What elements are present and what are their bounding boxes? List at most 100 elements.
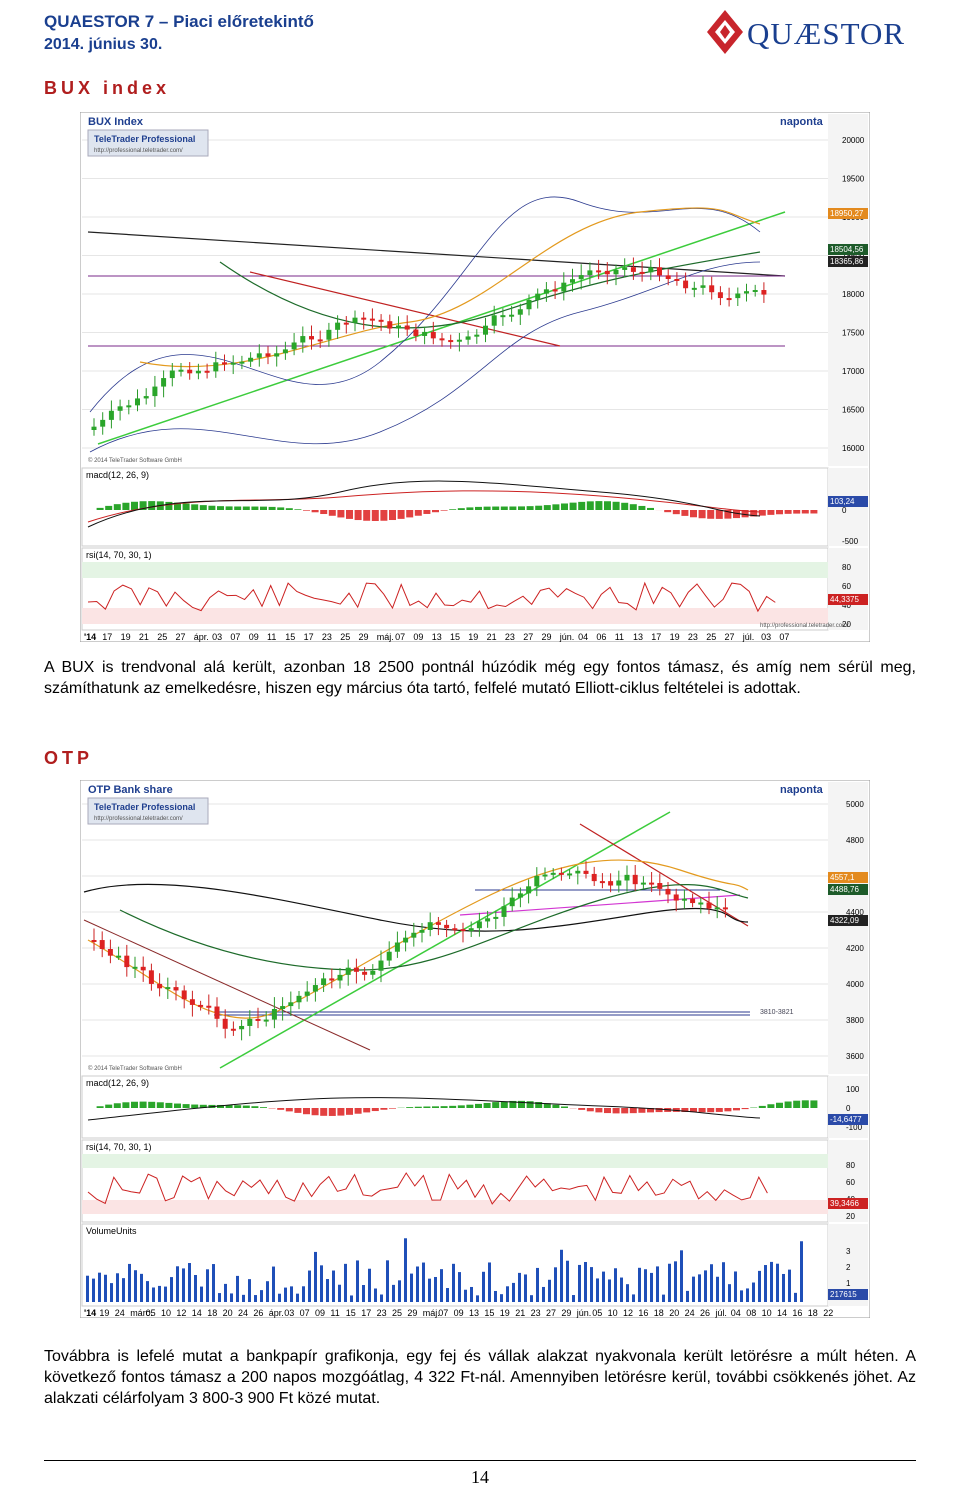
otp-volume-bar [350, 1295, 353, 1302]
otp-candle [116, 956, 121, 958]
otp-volume-bar [122, 1278, 125, 1302]
bux-candle [605, 271, 610, 274]
bux-candle [544, 289, 549, 293]
bux-x-tick: jún. [559, 632, 575, 642]
bux-macd-histogram-bar [286, 508, 293, 510]
otp-candle [403, 938, 408, 943]
otp-volume-bar [278, 1294, 281, 1302]
otp-candle [387, 952, 392, 961]
bux-macd-histogram-bar [415, 510, 422, 516]
otp-candle [616, 880, 621, 885]
otp-volume-bar [782, 1274, 785, 1302]
otp-volume-bar [326, 1279, 329, 1302]
otp-macd-histogram-bar [363, 1108, 370, 1112]
otp-x-tick: 05 [146, 1308, 156, 1318]
otp-candle [264, 1020, 269, 1022]
otp-macd-histogram-bar [372, 1108, 379, 1111]
otp-volume-bar [788, 1270, 791, 1302]
otp-volume-bar [194, 1275, 197, 1302]
otp-candle [157, 984, 162, 988]
otp-candle [723, 907, 728, 909]
footer-divider [44, 1460, 916, 1461]
otp-volume-bar [290, 1286, 293, 1302]
otp-volume-bar [164, 1287, 167, 1302]
otp-copyright: © 2014 TeleTrader Software GmbH [88, 1065, 182, 1072]
bux-candle [239, 362, 244, 364]
otp-x-tick: 20 [223, 1308, 233, 1318]
otp-volume-bar [548, 1280, 551, 1302]
otp-volume-bar [488, 1262, 491, 1302]
bux-price-tick: 17500 [842, 329, 865, 338]
bux-x-tick: 29 [359, 632, 369, 642]
bux-x-tick: 19 [121, 632, 131, 642]
otp-candle [108, 949, 113, 956]
bux-macd-histogram-bar [699, 510, 706, 518]
bux-price-label: 18950,27 [830, 209, 864, 218]
otp-brand: TeleTrader Professional [94, 802, 195, 812]
otp-volume-bar [104, 1275, 107, 1302]
bux-candle [396, 325, 401, 328]
otp-price-tick: 3600 [846, 1052, 864, 1061]
otp-chart-period: naponta [780, 784, 824, 796]
bux-price-label: 18504,56 [830, 245, 864, 254]
otp-macd-histogram-bar [810, 1100, 817, 1108]
bux-candle [266, 353, 271, 356]
otp-volume-bar [86, 1276, 89, 1302]
bux-macd-histogram-bar [389, 510, 396, 520]
otp-macd-histogram-bar [174, 1104, 181, 1108]
bux-candle [492, 315, 497, 325]
otp-volume-value: 217615 [830, 1290, 857, 1299]
otp-support-label: 3810-3821 [760, 1009, 794, 1016]
otp-x-tick: 24 [238, 1308, 248, 1318]
bux-x-tick: 17 [651, 632, 661, 642]
otp-candle [657, 883, 662, 889]
bux-brand-url: http://professional.teletrader.com/ [94, 148, 183, 154]
bux-candle [735, 293, 740, 298]
otp-macd-histogram-bar [595, 1108, 602, 1112]
otp-macd-tick: 100 [846, 1085, 860, 1094]
bux-price-tick: 16000 [842, 444, 865, 453]
otp-x-tick: 27 [546, 1308, 556, 1318]
otp-volume-bar [476, 1295, 479, 1302]
bux-x-tick: 27 [523, 632, 533, 642]
otp-macd-histogram-bar [423, 1106, 430, 1108]
bux-candle [666, 275, 671, 279]
otp-x-tick: 17 [361, 1308, 371, 1318]
bux-macd-histogram-bar [785, 510, 792, 514]
otp-volume-bar [608, 1279, 611, 1302]
bux-price-label: 18365,86 [830, 257, 864, 266]
otp-volume-bar [428, 1279, 431, 1302]
otp-macd-histogram-bar [389, 1108, 396, 1109]
bux-macd-histogram-bar [372, 510, 379, 521]
otp-candle [575, 871, 580, 874]
otp-volume-bar [500, 1294, 503, 1302]
bux-candle [353, 318, 358, 323]
otp-chart-title: OTP Bank share [88, 784, 173, 796]
bux-macd-histogram-bar [217, 506, 224, 510]
otp-volume-bar [650, 1273, 653, 1302]
otp-volume-bar [410, 1274, 413, 1302]
otp-volume-bar [308, 1271, 311, 1302]
otp-candle [436, 922, 441, 925]
otp-volume-bar [710, 1264, 713, 1302]
otp-candle [551, 873, 556, 875]
otp-macd-histogram-bar [303, 1108, 310, 1114]
otp-macd-histogram-bar [449, 1106, 456, 1108]
bux-macd-histogram-bar [251, 507, 258, 510]
bux-candle [405, 325, 410, 329]
otp-volume-bar [614, 1268, 617, 1302]
bux-x-tick: 23 [322, 632, 332, 642]
otp-x-tick: 23 [377, 1308, 387, 1318]
otp-rsi-tick: 60 [846, 1178, 855, 1187]
bux-x-tick: 03 [212, 632, 222, 642]
otp-volume-bar [656, 1266, 659, 1302]
otp-x-tick: 08 [746, 1308, 756, 1318]
otp-price-tick: 3800 [846, 1016, 864, 1025]
bux-candle [570, 279, 575, 283]
otp-volume-bar [296, 1294, 299, 1302]
bux-candle [587, 270, 592, 275]
otp-volume-bar [620, 1278, 623, 1302]
otp-volume-bar [260, 1290, 263, 1302]
bux-candle [727, 298, 732, 300]
otp-candle [518, 893, 523, 897]
